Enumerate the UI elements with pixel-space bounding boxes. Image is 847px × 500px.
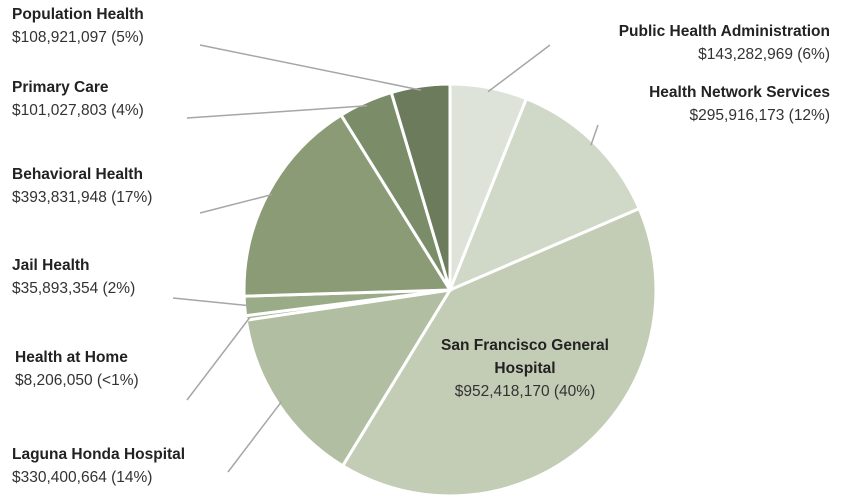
value-label: $143,282,969 (6%) <box>698 46 830 63</box>
category-label: Health Network Services <box>649 84 830 101</box>
pie-slice <box>389 82 452 291</box>
value-label: $101,027,803 (4%) <box>12 102 144 119</box>
category-label: San Francisco General Hospital <box>441 337 609 377</box>
category-label: Primary Care <box>12 79 109 96</box>
value-label: $35,893,354 (2%) <box>12 280 136 297</box>
slice-label: Jail Health $35,893,354 (2%) <box>12 254 135 300</box>
value-label: $8,206,050 (<1%) <box>15 372 139 389</box>
slice-label: Behavioral Health $393,831,948 (17%) <box>12 163 152 209</box>
category-label: Laguna Honda Hospital <box>12 446 186 463</box>
value-label: $295,916,173 (12%) <box>689 107 830 124</box>
category-label: Population Health <box>12 6 144 23</box>
leader-line <box>199 44 422 91</box>
pie-slice <box>447 96 642 293</box>
category-label: Public Health Administration <box>618 23 830 40</box>
value-label: $330,400,664 (14%) <box>12 469 153 486</box>
slice-label: Population Health $108,921,097 (5%) <box>12 3 144 49</box>
slice-label: Health at Home $8,206,050 (<1%) <box>15 346 139 392</box>
slice-label: San Francisco General Hospital $952,418,1… <box>420 334 630 403</box>
leader-line <box>186 105 368 119</box>
category-label: Health at Home <box>15 349 128 366</box>
category-label: Behavioral Health <box>12 166 143 183</box>
value-label: $393,831,948 (17%) <box>12 189 153 206</box>
slice-label: Laguna Honda Hospital $330,400,664 (14%) <box>12 443 185 489</box>
slice-label: Health Network Services $295,916,173 (12%… <box>590 81 830 127</box>
leader-line <box>172 297 249 307</box>
category-label: Jail Health <box>12 257 90 274</box>
leader-line <box>590 124 599 146</box>
value-label: $952,418,170 (40%) <box>454 383 596 400</box>
leader-line <box>186 316 251 401</box>
slice-label: Primary Care $101,027,803 (4%) <box>12 76 144 122</box>
leader-line <box>227 401 283 473</box>
leader-line <box>487 44 551 93</box>
value-label: $108,921,097 (5%) <box>12 29 144 46</box>
pie-slice <box>244 288 453 468</box>
pie-slice <box>242 113 453 298</box>
leader-line <box>199 193 273 214</box>
slice-label: Public Health Administration $143,282,969… <box>590 20 830 66</box>
pie-slice <box>340 206 658 498</box>
